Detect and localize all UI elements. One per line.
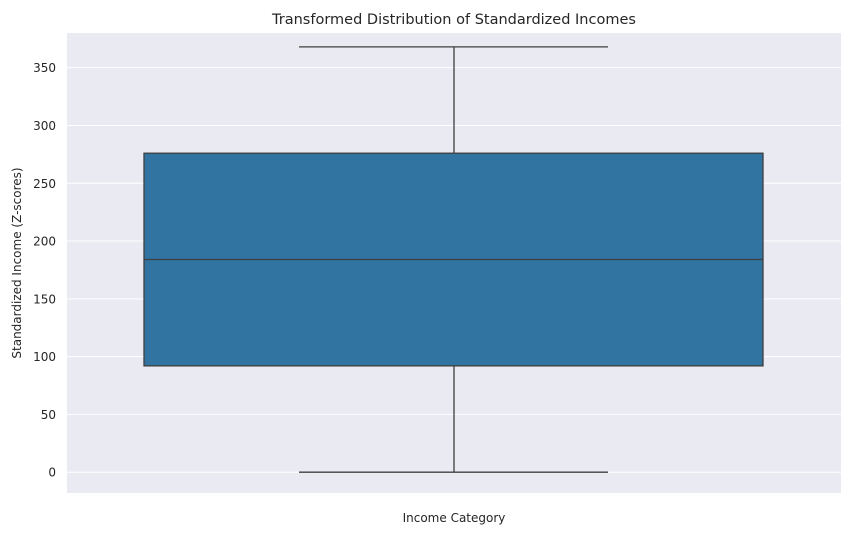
y-tick-label: 200	[33, 235, 56, 249]
y-tick-label: 100	[33, 350, 56, 364]
y-axis-label: Standardized Income (Z-scores)	[10, 167, 24, 358]
chart-title: Transformed Distribution of Standardized…	[271, 12, 636, 28]
y-tick-label: 150	[33, 292, 56, 306]
y-tick-label: 350	[33, 61, 56, 75]
y-tick-label: 250	[33, 177, 56, 191]
y-tick-label: 50	[41, 408, 56, 422]
y-tick-labels: 0 50 100 150 200 250 300 350	[33, 61, 56, 480]
box-plot	[143, 46, 764, 473]
y-tick-label: 300	[33, 119, 56, 133]
y-tick-label: 0	[48, 466, 56, 480]
x-axis-label: Income Category	[403, 511, 506, 525]
